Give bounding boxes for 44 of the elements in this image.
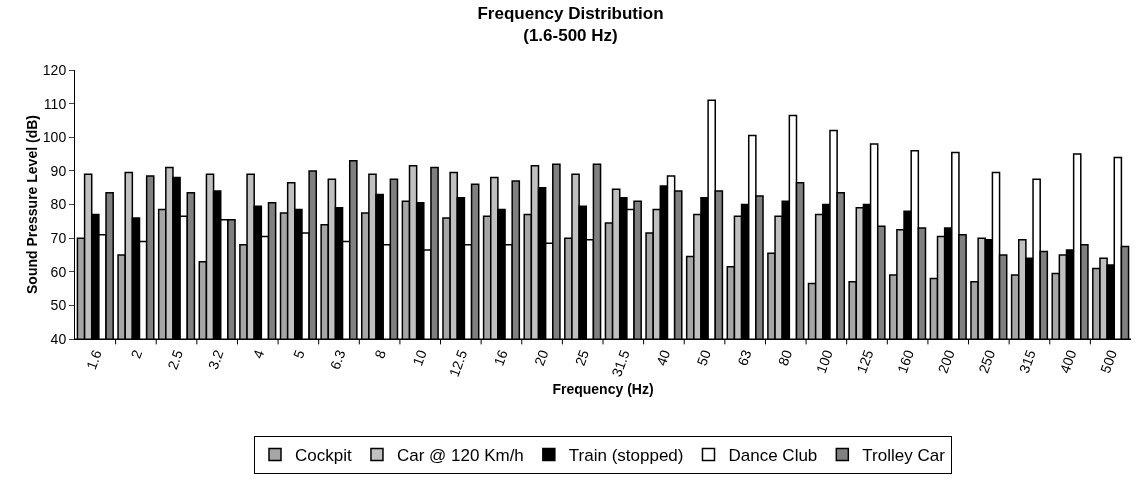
x-tick-label: 40: [652, 347, 674, 368]
x-tick-label: 12.5: [445, 347, 471, 379]
x-tick-label: 200: [934, 347, 958, 376]
x-tick-label: 2: [127, 347, 146, 361]
x-tick-label: 400: [1056, 347, 1080, 376]
chart-subtitle: (1.6-500 Hz): [523, 26, 618, 46]
x-tick-label: 2.5: [164, 347, 187, 372]
x-tick-label: 10: [409, 347, 430, 368]
x-tick-label: 20: [531, 347, 552, 368]
y-tick-label: 100: [42, 129, 67, 146]
x-tick-label: 6.3: [326, 347, 349, 372]
x-tick-label: 315: [1015, 347, 1039, 376]
chart-title: Frequency Distribution: [477, 4, 664, 24]
x-tick-label: 16: [490, 347, 511, 368]
x-tick-label: 100: [812, 347, 836, 376]
x-tick-label: 8: [371, 347, 390, 361]
y-tick-label: 50: [50, 297, 67, 314]
x-tick-label: 160: [893, 347, 918, 376]
x-tick-label: 500: [1097, 347, 1121, 376]
x-tick-label: 25: [571, 347, 593, 368]
y-tick-label: 60: [50, 263, 67, 280]
x-tick-label: 125: [853, 347, 877, 376]
legend-label: Dance Club: [728, 446, 818, 466]
x-tick-label: 80: [774, 347, 796, 368]
legend-label: Cockpit: [295, 446, 352, 466]
legend-label: Train (stopped): [568, 446, 684, 466]
y-tick-label: 70: [50, 230, 67, 247]
legend-label: Car @ 120 Km/h: [396, 446, 524, 466]
y-tick-label: 90: [50, 162, 67, 179]
x-tick-label: 5: [290, 347, 308, 361]
y-axis-title: Sound Pressure Level (dB): [24, 115, 40, 294]
x-tick-label: 3.2: [204, 347, 227, 372]
x-tick-label: 250: [975, 347, 999, 376]
legend-label: Trolley Car: [862, 446, 946, 466]
y-tick-label: 80: [50, 196, 67, 213]
x-axis-title: Frequency (Hz): [552, 380, 654, 397]
y-tick-label: 110: [43, 95, 67, 112]
x-tick-label: 50: [693, 347, 715, 368]
y-tick-label: 120: [42, 61, 67, 78]
y-tick-label: 40: [50, 330, 67, 347]
x-tick-label: 4: [249, 347, 268, 361]
x-tick-label: 31.5: [608, 347, 633, 379]
x-tick-label: 1.6: [83, 347, 105, 372]
x-tick-label: 63: [734, 347, 755, 368]
